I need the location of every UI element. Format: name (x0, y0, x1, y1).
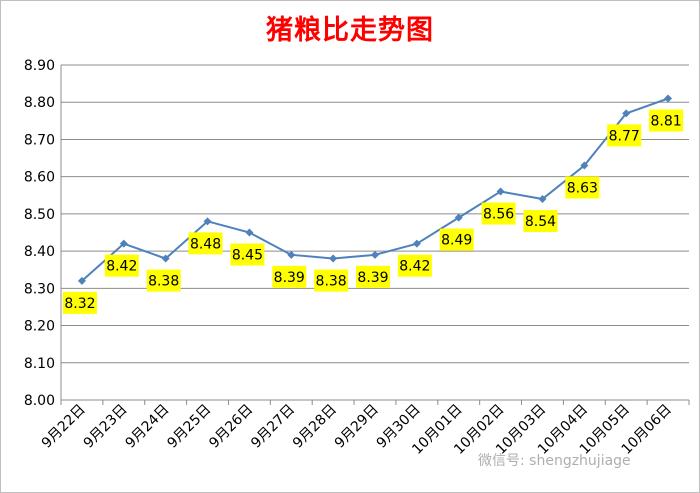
x-tick-label: 9月28日 (290, 402, 340, 452)
data-label-box (397, 254, 432, 277)
data-point-marker (329, 254, 338, 263)
data-point-marker (580, 161, 589, 170)
data-label-box (62, 291, 97, 314)
data-label: 8.56 (483, 207, 514, 223)
x-tick-label: 9月27日 (248, 402, 298, 452)
data-label: 8.48 (190, 236, 221, 252)
x-tick-label: 9月23日 (81, 402, 131, 452)
y-tick-label: 8.20 (24, 319, 55, 335)
data-label: 8.45 (232, 248, 263, 264)
y-tick-label: 8.60 (24, 170, 55, 186)
y-tick-label: 8.80 (24, 95, 55, 111)
data-label: 8.42 (106, 259, 137, 275)
y-tick-label: 8.30 (24, 281, 55, 297)
data-label-box (523, 210, 558, 232)
data-label: 8.49 (441, 233, 472, 249)
data-label-box (146, 269, 181, 292)
data-label-box (104, 254, 139, 277)
watermark: 微信号: shengzhujiage (478, 453, 631, 469)
x-tick-label: 9月29日 (332, 402, 382, 452)
y-tick-label: 8.90 (24, 58, 55, 74)
data-label: 8.42 (399, 259, 430, 275)
data-label-box (607, 124, 642, 147)
data-label-box (272, 265, 307, 288)
data-label: 8.81 (650, 114, 681, 130)
data-label-box (565, 176, 600, 199)
y-tick-label: 8.40 (24, 244, 55, 260)
data-point-marker (538, 195, 547, 203)
chart-title: 猪粮比走势图 (266, 15, 434, 46)
x-tick-label: 9月22日 (39, 402, 89, 452)
data-point-marker (119, 239, 128, 248)
data-point-marker (371, 250, 379, 259)
data-point-marker (77, 276, 86, 285)
gridlines (61, 64, 689, 364)
data-label-box (481, 202, 516, 225)
data-label: 8.54 (525, 214, 556, 230)
data-label-box (230, 243, 265, 266)
data-labels: 8.32 8.42 8.38 8.48 8.45 8.39 8.38 8.39 8.42 8.49… (62, 109, 684, 314)
data-label: 8.77 (609, 128, 640, 144)
data-label: 8.32 (64, 296, 95, 312)
data-label-box (439, 228, 474, 251)
data-point-marker (203, 217, 212, 226)
data-label: 8.39 (357, 270, 388, 286)
data-point-marker (245, 228, 254, 237)
data-point-marker (496, 187, 505, 196)
y-tick-label: 8.00 (24, 393, 55, 409)
data-label: 8.38 (148, 274, 179, 290)
data-point-marker (161, 254, 170, 263)
data-label-box (356, 265, 390, 288)
data-label: 8.39 (274, 270, 305, 286)
data-point-marker (412, 239, 421, 248)
y-tick-label: 8.70 (24, 132, 55, 148)
data-label-box (188, 232, 223, 255)
y-axis: 8.00 8.10 8.20 8.30 8.40 8.50 8.60 8.70 8.80 8.90 (24, 58, 62, 409)
data-point-marker (454, 213, 463, 222)
data-label-box (649, 109, 684, 132)
x-tick-label: 9月25日 (164, 402, 214, 452)
data-point-marker (287, 250, 296, 259)
x-tick-label: 9月26日 (206, 402, 256, 452)
data-point-marker (622, 109, 631, 118)
x-tick-label: 9月24日 (122, 402, 172, 452)
data-label-box (314, 269, 349, 292)
data-point-marker (664, 94, 673, 103)
data-label: 8.38 (316, 274, 347, 290)
y-tick-label: 8.10 (24, 356, 55, 372)
y-tick-label: 8.50 (24, 207, 55, 223)
data-label: 8.63 (567, 181, 598, 197)
